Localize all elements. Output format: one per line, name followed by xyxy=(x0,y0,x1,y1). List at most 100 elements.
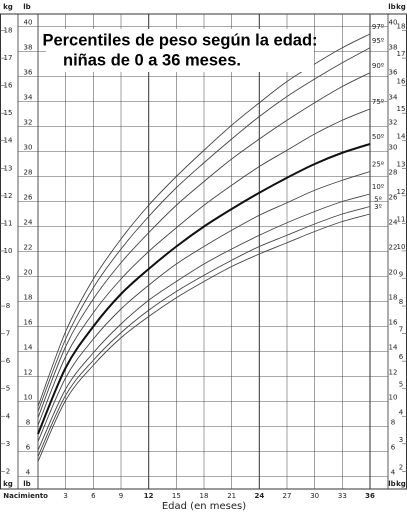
y2-tick-label: 7 xyxy=(6,330,10,338)
percentile-curve xyxy=(37,206,371,457)
y2-tick-label: 14 xyxy=(4,137,13,145)
curve-label: 97º xyxy=(372,23,384,31)
curve-label: 50º xyxy=(372,133,384,141)
curve-label: 95º xyxy=(372,37,384,45)
x-tick-label: 21 xyxy=(227,492,236,500)
y-tick-label: 32 xyxy=(24,119,33,127)
y-tick-label: 22 xyxy=(389,244,398,252)
y-tick-label: 24 xyxy=(389,219,398,227)
y2-tick-label: 13 xyxy=(4,164,13,172)
curve-label: 90º xyxy=(372,62,384,70)
y-tick-label: 40 xyxy=(389,19,398,27)
curve-label: 5º xyxy=(374,196,382,204)
y2-tick-label: 7 xyxy=(399,326,403,334)
y-tick-label: 26 xyxy=(24,194,33,202)
y-tick-label: 10 xyxy=(24,394,33,402)
y2-tick-label: 6 xyxy=(399,353,404,361)
y-axis-label: lb xyxy=(23,480,30,488)
y2-tick-label: 16 xyxy=(397,78,406,86)
y-tick-label: 20 xyxy=(24,269,33,277)
y-tick-label: 36 xyxy=(389,69,398,77)
percentile-curve xyxy=(37,213,371,462)
x-tick-label: 15 xyxy=(172,492,181,500)
y2-tick-label: 9 xyxy=(6,275,10,283)
y-tick-label: 16 xyxy=(389,319,398,327)
y2-tick-label: 3 xyxy=(6,440,10,448)
y2-tick-label: 6 xyxy=(6,357,11,365)
y2-tick-label: 11 xyxy=(397,215,406,223)
y-tick-label: 40 xyxy=(24,19,33,27)
y2-tick-label: 17 xyxy=(397,50,406,58)
y-tick-label: 28 xyxy=(24,169,33,177)
y-tick-label: 4 xyxy=(391,469,396,477)
y-tick-label: 12 xyxy=(389,369,398,377)
y2-axis-label: kg xyxy=(396,3,406,11)
y2-tick-label: 12 xyxy=(4,192,13,200)
y-tick-label: 38 xyxy=(24,44,33,52)
x-tick-label: 24 xyxy=(254,492,264,500)
title-box xyxy=(46,29,314,72)
y2-axis-label: kg xyxy=(396,480,406,488)
y-tick-label: 22 xyxy=(24,244,33,252)
y2-tick-label: 4 xyxy=(6,412,11,420)
y2-tick-label: 4 xyxy=(399,408,404,416)
chart-title: niñas de 0 a 36 meses. xyxy=(63,51,241,69)
y2-tick-label: 12 xyxy=(397,188,406,196)
x-tick-label: 33 xyxy=(338,492,347,500)
y-tick-label: 34 xyxy=(389,94,398,102)
y2-tick-label: 15 xyxy=(4,109,13,117)
y-tick-label: 14 xyxy=(24,344,33,352)
y-tick-label: 18 xyxy=(389,294,398,302)
y-tick-label: 16 xyxy=(24,319,33,327)
curve-label: 75º xyxy=(372,98,384,106)
percentile-curve xyxy=(37,47,371,412)
y2-tick-label: 5 xyxy=(399,381,403,389)
percentile-curve xyxy=(37,171,371,442)
y-tick-label: 34 xyxy=(24,94,33,102)
percentile-curve xyxy=(37,72,371,418)
chart-title: Percentiles de peso según la edad: xyxy=(42,31,317,49)
y2-tick-label: 10 xyxy=(397,243,406,251)
percentile-curve xyxy=(37,33,371,407)
x-tick-label: 18 xyxy=(200,492,209,500)
y-tick-label: 32 xyxy=(389,119,398,127)
x-tick-label: 12 xyxy=(144,492,154,500)
y2-tick-label: 16 xyxy=(4,82,13,90)
y2-tick-label: 14 xyxy=(397,133,406,141)
y-tick-label: 28 xyxy=(389,169,398,177)
y-tick-label: 36 xyxy=(24,69,33,77)
y-tick-label: 30 xyxy=(24,144,33,152)
y2-tick-label: 18 xyxy=(397,23,406,31)
y2-tick-label: 8 xyxy=(6,302,10,310)
y-tick-label: 8 xyxy=(391,419,395,427)
y2-tick-label: 3 xyxy=(399,436,403,444)
y2-tick-label: 10 xyxy=(4,247,13,255)
y-tick-label: 24 xyxy=(24,219,33,227)
y2-tick-label: 8 xyxy=(399,298,403,306)
y-tick-label: 30 xyxy=(389,144,398,152)
x-tick-label: 30 xyxy=(310,492,319,500)
y2-tick-label: 11 xyxy=(4,219,13,227)
x-tick-label: Nacimiento xyxy=(3,492,48,500)
y-tick-label: 26 xyxy=(389,194,398,202)
x-tick-label: 6 xyxy=(91,492,96,500)
y2-tick-label: 17 xyxy=(4,54,13,62)
y-tick-label: 8 xyxy=(26,419,30,427)
y2-axis-label: kg xyxy=(3,3,13,11)
y-tick-label: 6 xyxy=(391,444,396,452)
percentile-curve xyxy=(37,143,371,435)
x-tick-label: 36 xyxy=(365,492,375,500)
y-tick-label: 38 xyxy=(389,44,398,52)
y2-tick-label: 9 xyxy=(399,271,403,279)
curve-label: 25º xyxy=(372,161,384,169)
y2-tick-label: 15 xyxy=(397,105,406,113)
y2-tick-label: 18 xyxy=(4,27,13,35)
y-tick-label: 6 xyxy=(26,444,31,452)
y-axis-label: lb xyxy=(23,3,30,11)
y-axis-label: lb xyxy=(388,3,395,11)
x-tick-label: 3 xyxy=(63,492,67,500)
x-axis-label: Edad (en meses) xyxy=(162,501,246,512)
y-tick-label: 14 xyxy=(389,344,398,352)
